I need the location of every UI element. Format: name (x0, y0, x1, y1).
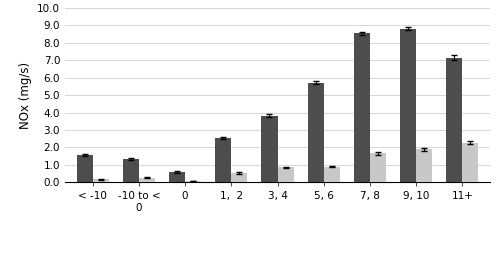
Bar (139, 177, 155, 182)
Bar (92, 179, 109, 182)
Bar (215, 138, 232, 182)
Bar (232, 173, 248, 182)
Bar (76, 155, 92, 182)
Bar (308, 83, 324, 182)
Y-axis label: NOx (mg/s): NOx (mg/s) (18, 62, 32, 129)
Bar (122, 159, 139, 182)
Bar (262, 116, 278, 182)
Bar (185, 181, 202, 182)
Bar (278, 168, 293, 182)
Bar (416, 150, 432, 182)
Bar (354, 33, 370, 182)
Bar (370, 154, 386, 182)
Bar (169, 172, 185, 182)
Bar (462, 143, 478, 182)
Bar (324, 166, 340, 182)
Bar (446, 58, 462, 182)
Bar (400, 29, 416, 182)
